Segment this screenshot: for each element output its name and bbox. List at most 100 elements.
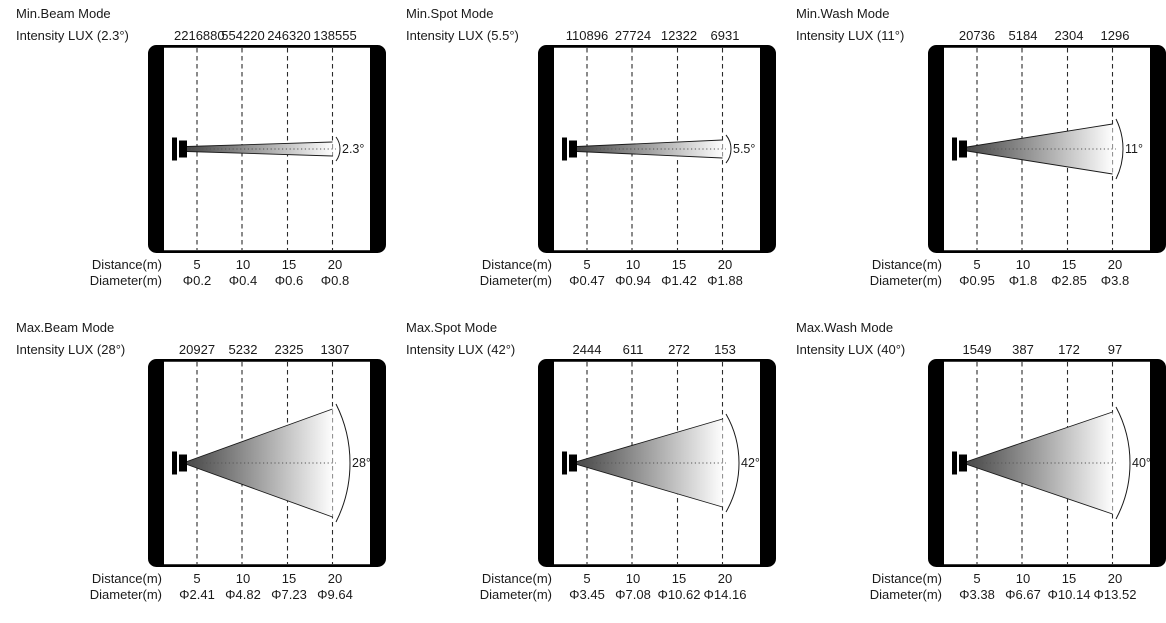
panel-title: Min.Beam Mode: [16, 6, 111, 21]
distance-value: 15: [1061, 257, 1077, 272]
intensity-label: Intensity LUX (2.3°): [16, 28, 129, 43]
beam-diagram-canvas: [538, 359, 776, 567]
intensity-value: 2325: [274, 342, 304, 357]
intensity-label: Intensity LUX (40°): [796, 342, 906, 357]
intensity-row: Intensity LUX (2.3°) 2216880 554220 2463…: [8, 23, 390, 43]
distance-value: 20: [1107, 257, 1123, 272]
panel-title: Max.Spot Mode: [406, 320, 498, 335]
distance-value: 15: [671, 257, 687, 272]
intensity-value: 1307: [320, 342, 350, 357]
intensity-value: 153: [714, 342, 736, 357]
diameter-value: Φ2.85: [1051, 273, 1087, 288]
fixture-icon: [952, 451, 957, 475]
distance-value: 5: [973, 571, 981, 586]
distance-value: 5: [583, 571, 591, 586]
beam-angle-arc: [335, 136, 341, 162]
truss-bar-right: [370, 361, 384, 565]
panel-title: Max.Beam Mode: [16, 320, 115, 335]
fixture-icon: [179, 140, 187, 158]
beam-angle-label: 11°: [1125, 142, 1143, 156]
panel-title: Max.Wash Mode: [796, 320, 894, 335]
intensity-value: 12322: [660, 28, 698, 43]
distance-label: Distance(m): [91, 571, 162, 586]
truss-bar-left: [930, 361, 944, 565]
fixture-icon: [562, 137, 567, 161]
panel-max-spot: Max.Spot Mode Intensity LUX (42°) 2444 6…: [398, 314, 780, 602]
diameter-value: Φ7.23: [271, 587, 307, 602]
distance-value: 20: [1107, 571, 1123, 586]
truss-bar-left: [150, 361, 164, 565]
intensity-label: Intensity LUX (28°): [16, 342, 126, 357]
diameter-value: Φ10.62: [657, 587, 701, 602]
fixture-icon: [569, 454, 577, 472]
distance-row: Distance(m) 5 10 15 20: [8, 571, 390, 586]
intensity-value: 5184: [1008, 28, 1038, 43]
diameter-row: Diameter(m) Φ3.38 Φ6.67 Φ10.14 Φ13.52: [788, 587, 1166, 602]
truss-bar-left: [540, 361, 554, 565]
truss-bar-right: [760, 47, 774, 251]
distance-label: Distance(m): [871, 571, 942, 586]
intensity-row: Intensity LUX (11°) 20736 5184 2304 1296: [788, 23, 1166, 43]
intensity-value: 387: [1012, 342, 1034, 357]
fixture-icon: [179, 454, 187, 472]
diameter-value: Φ6.67: [1005, 587, 1041, 602]
distance-row: Distance(m) 5 10 15 20: [398, 571, 780, 586]
diameter-row: Diameter(m) Φ3.45 Φ7.08 Φ10.62 Φ14.16: [398, 587, 780, 602]
diameter-value: Φ1.88: [707, 273, 743, 288]
diameter-value: Φ0.6: [274, 273, 304, 288]
diameter-value: Φ3.45: [569, 587, 605, 602]
beam-edge-bottom: [186, 464, 333, 518]
distance-value: 20: [717, 571, 733, 586]
photometric-sheet: Min.Beam Mode Intensity LUX (2.3°) 22168…: [8, 0, 1166, 602]
intensity-value: 97: [1107, 342, 1123, 357]
diameter-value: Φ9.64: [317, 587, 353, 602]
diameter-row: Diameter(m) Φ0.2 Φ0.4 Φ0.6 Φ0.8: [8, 273, 390, 288]
beam-diagram-canvas: [148, 45, 386, 253]
intensity-value: 5232: [228, 342, 258, 357]
fixture-icon: [562, 451, 567, 475]
distance-value: 10: [235, 257, 251, 272]
distance-value: 5: [193, 257, 201, 272]
diameter-label: Diameter(m): [479, 587, 552, 602]
fixture-icon: [959, 454, 967, 472]
distance-value: 10: [235, 571, 251, 586]
distance-value: 5: [973, 257, 981, 272]
diameter-label: Diameter(m): [89, 587, 162, 602]
beam-diagram: 2.3°: [148, 45, 386, 253]
distance-value: 10: [625, 571, 641, 586]
distance-value: 20: [327, 571, 343, 586]
distance-label: Distance(m): [481, 571, 552, 586]
intensity-row: Intensity LUX (40°) 1549 387 172 97: [788, 337, 1166, 357]
beam-diagram: 42°: [538, 359, 776, 567]
beam-edge-top: [576, 139, 723, 147]
beam-diagram: 5.5°: [538, 45, 776, 253]
intensity-value: 20927: [178, 342, 216, 357]
panel-max-beam: Max.Beam Mode Intensity LUX (28°) 20927 …: [8, 314, 390, 602]
beam-edge-top: [966, 411, 1113, 462]
diameter-value: Φ3.38: [959, 587, 995, 602]
intensity-value: 246320: [267, 28, 311, 43]
intensity-label: Intensity LUX (42°): [406, 342, 516, 357]
panel-title: Min.Spot Mode: [406, 6, 494, 21]
diameter-value: Φ1.8: [1008, 273, 1038, 288]
beam-angle-arc: [1115, 406, 1131, 520]
beam-diagram-canvas: [538, 45, 776, 253]
beam-edge-bottom: [966, 464, 1113, 515]
fixture-icon: [172, 451, 177, 475]
beam-edge-bottom: [576, 151, 723, 159]
beam-diagram: 11°: [928, 45, 1166, 253]
diameter-value: Φ0.2: [182, 273, 212, 288]
intensity-value: 20736: [958, 28, 996, 43]
panel-min-spot: Min.Spot Mode Intensity LUX (5.5°) 11089…: [398, 0, 780, 288]
diameter-value: Φ10.14: [1047, 587, 1091, 602]
intensity-value: 2216880: [174, 28, 225, 43]
intensity-value: 272: [668, 342, 690, 357]
panel-title: Min.Wash Mode: [796, 6, 890, 21]
diameter-value: Φ1.42: [661, 273, 697, 288]
diameter-value: Φ14.16: [703, 587, 747, 602]
beam-angle-label: 2.3°: [342, 142, 365, 156]
diameter-row: Diameter(m) Φ2.41 Φ4.82 Φ7.23 Φ9.64: [8, 587, 390, 602]
diameter-value: Φ13.52: [1093, 587, 1137, 602]
beam-angle-arc: [725, 413, 740, 513]
intensity-value: 2304: [1054, 28, 1084, 43]
